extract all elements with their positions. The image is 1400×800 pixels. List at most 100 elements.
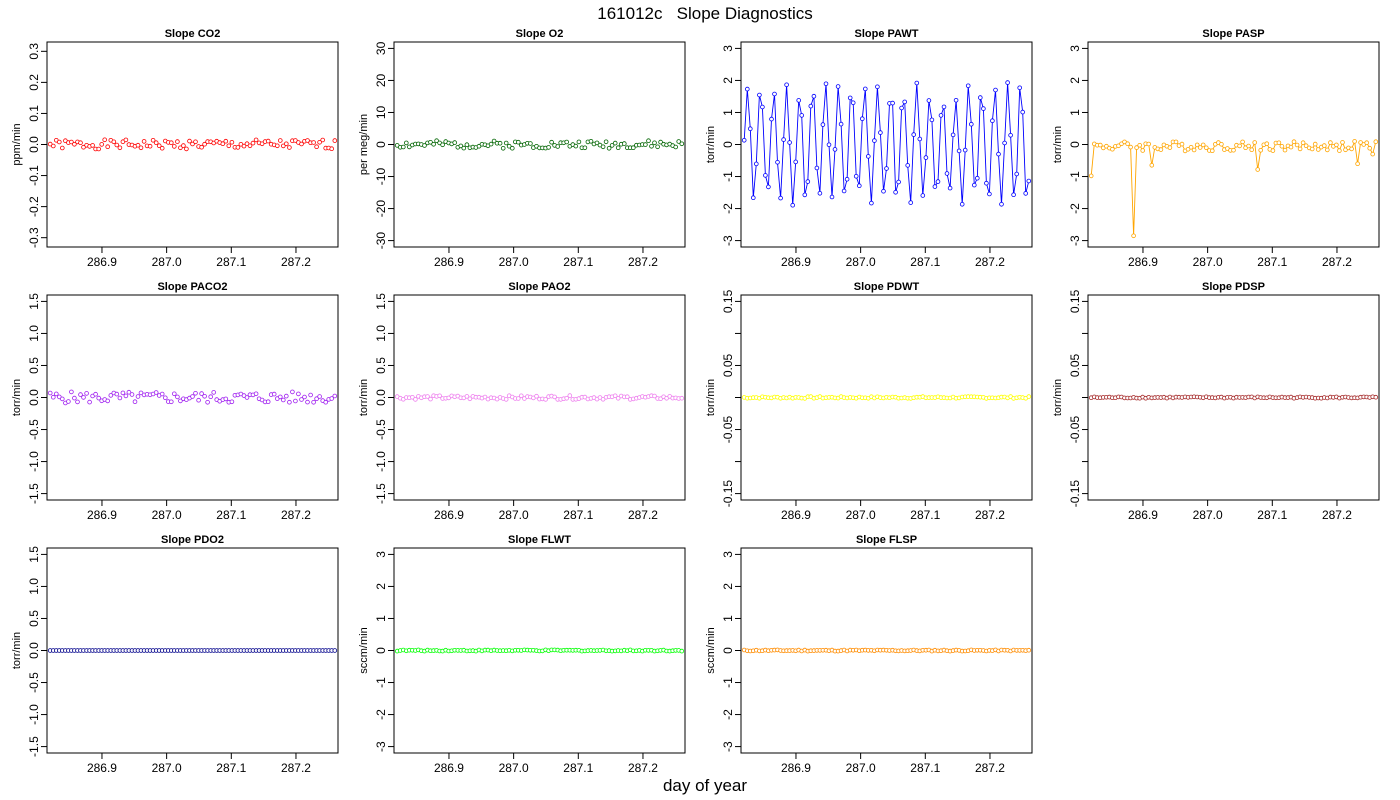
data-point [823, 81, 829, 87]
data-point [1167, 145, 1173, 150]
data-point [615, 395, 621, 401]
data-point [244, 141, 250, 147]
panel-slope-flsp: Slope FLSP 286.9 287.0 287.1 287.2 -3 -2 -1 0 1 2 3… [705, 534, 1033, 775]
data-point [564, 395, 569, 401]
data-point [679, 648, 685, 654]
data-point [1017, 85, 1022, 91]
x-tick-label: 287.0 [499, 508, 529, 522]
panel-slope-pdwt: Slope PDWT 286.9 287.0 287.1 287.2 -0.15 -0.05… [705, 281, 1033, 522]
y-tick-label: -2 [1068, 203, 1082, 214]
data-point [624, 394, 630, 400]
data-point [778, 195, 783, 201]
data-point [452, 140, 458, 145]
data-point [1137, 143, 1142, 148]
data-point [205, 399, 210, 405]
data-point [277, 138, 283, 143]
data-point [428, 396, 433, 402]
y-tick-label: 0.0 [27, 389, 41, 406]
data-point [497, 140, 503, 146]
data-point [1088, 173, 1094, 179]
data-point [872, 138, 877, 143]
y-axis-label: torr/min [358, 379, 370, 416]
data-point [461, 145, 467, 151]
data-point [193, 139, 198, 145]
data-point [428, 140, 433, 145]
y-axis-label: torr/min [1052, 379, 1064, 416]
x-tick-label: 287.0 [846, 508, 876, 522]
data-point [753, 161, 759, 167]
x-axis-label: day of year [663, 776, 747, 795]
data-point [1258, 148, 1263, 153]
data-point [1252, 140, 1257, 145]
data-point [1352, 139, 1357, 144]
x-tick-label: 287.2 [628, 255, 658, 269]
data-point [96, 395, 101, 401]
y-tick-label: -0.5 [27, 672, 41, 693]
x-tick-label: 287.2 [975, 255, 1005, 269]
data-point [853, 174, 859, 179]
data-point [679, 395, 685, 401]
panel-title: Slope FLWT [508, 534, 571, 546]
y-tick-label: -3 [1068, 235, 1082, 246]
y-tick-label: -2 [721, 709, 735, 720]
data-point [317, 394, 322, 399]
data-point [582, 145, 588, 151]
data-point [974, 175, 980, 181]
panel-slope-pdsp: Slope PDSP 286.9 287.0 287.1 287.2 -0.15 -0.05… [1052, 281, 1380, 522]
data-point [50, 394, 56, 400]
data-point [1158, 147, 1164, 152]
data-point [290, 389, 295, 395]
y-tick-label: 2 [721, 77, 735, 84]
data-point [75, 399, 80, 405]
panel-title: Slope PAWT [855, 28, 919, 40]
data-point [1125, 141, 1130, 147]
data-point [69, 389, 74, 395]
y-tick-label: 0.5 [27, 610, 41, 627]
data-point [1110, 146, 1115, 152]
data-point [835, 84, 841, 89]
data-point [1270, 148, 1276, 153]
data-point [606, 146, 612, 151]
y-tick-label: -1.5 [27, 483, 41, 504]
data-point [458, 143, 464, 149]
data-point [1131, 233, 1136, 239]
panel-title: Slope O2 [516, 28, 564, 40]
data-point [1005, 80, 1010, 85]
y-tick-label: -3 [721, 741, 735, 752]
data-point [1358, 140, 1363, 145]
data-point [793, 159, 798, 165]
data-point [814, 165, 820, 171]
x-tick-label: 287.0 [152, 761, 182, 775]
data-point [135, 142, 141, 148]
data-point [987, 191, 992, 197]
data-point [1014, 171, 1019, 177]
data-point [247, 143, 253, 149]
data-point [747, 126, 753, 131]
data-point [1373, 394, 1379, 400]
x-tick-label: 286.9 [1128, 255, 1158, 269]
data-point [838, 121, 844, 127]
data-point [1008, 133, 1013, 138]
y-tick-label: 0.0 [374, 389, 388, 406]
data-point [1026, 178, 1032, 184]
data-point [763, 173, 768, 178]
data-point [600, 144, 606, 150]
y-tick-label: 1 [721, 615, 735, 622]
data-point [757, 92, 762, 98]
data-point [311, 399, 316, 405]
data-point [169, 399, 174, 405]
data-point [999, 202, 1004, 207]
data-point [184, 146, 189, 152]
data-point [78, 140, 83, 146]
y-tick-label: -10 [374, 168, 388, 186]
data-point [552, 394, 557, 400]
y-tick-label: -0.05 [1068, 416, 1082, 444]
data-point [400, 144, 406, 150]
x-tick-label: 287.2 [975, 508, 1005, 522]
data-point [594, 140, 600, 146]
y-tick-label: 3 [1068, 45, 1082, 52]
panel-slope-pdo2: Slope PDO2 286.9 287.0 287.1 287.2 -1.5 -1.0 -0… [11, 534, 339, 775]
panel-slope-pawt: Slope PAWT 286.9 287.0 287.1 287.2 -3 -2 -1 0 1 2 3… [705, 28, 1033, 269]
data-point [287, 145, 292, 150]
